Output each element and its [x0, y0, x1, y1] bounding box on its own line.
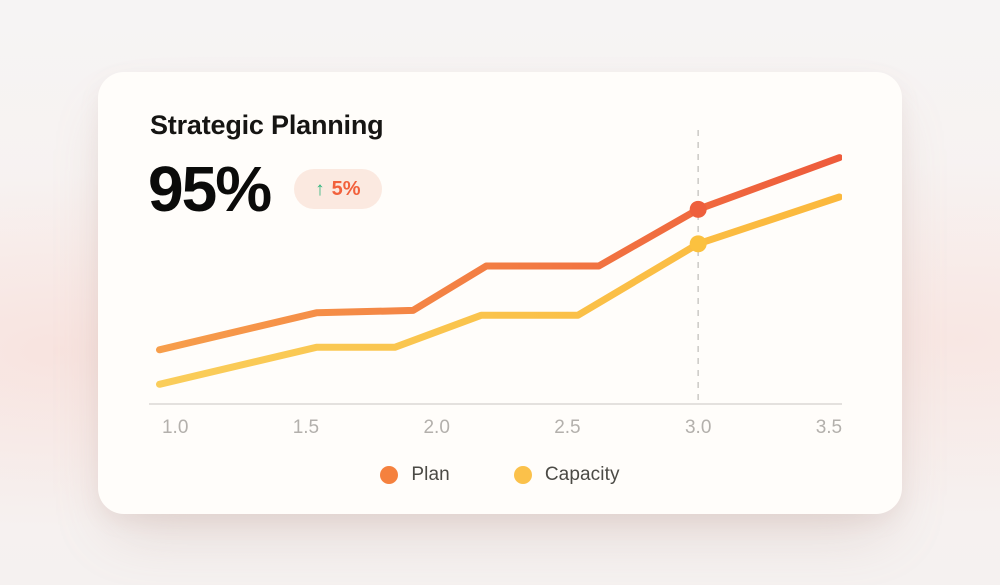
- plan-highlight-dot: [689, 200, 707, 218]
- capacity-series-line: [156, 193, 842, 388]
- legend-label: Capacity: [544, 464, 620, 485]
- page-title: Strategic Planning: [150, 110, 384, 140]
- line-chart-svg[interactable]: 1.0 1.5 2.0 2.5 3.0 3.5: [149, 128, 842, 442]
- capacity-legend-dot-icon: [513, 466, 532, 484]
- trend-badge: ↑ 5%: [294, 169, 382, 209]
- kpi-value: 95%: [148, 153, 272, 225]
- arrow-up-icon: ↑: [315, 178, 325, 200]
- strategic-planning-card: Strategic Planning 95% ↑ 5% 1.0 1.5 2.0 2.5…: [98, 72, 902, 514]
- plan-series-line: [156, 154, 842, 354]
- capacity-highlight-dot: [689, 235, 707, 253]
- x-tick-label: 3.5: [816, 417, 842, 438]
- chart-legend: Plan Capacity: [98, 464, 902, 486]
- x-tick-label: 2.0: [423, 417, 449, 438]
- legend-item-capacity[interactable]: Capacity: [513, 464, 620, 486]
- kpi-row: 95% ↑ 5%: [148, 156, 382, 222]
- x-tick-label: 1.5: [293, 417, 319, 438]
- x-tick-label: 1.0: [162, 417, 188, 438]
- x-tick-label: 2.5: [554, 417, 580, 438]
- trend-delta-value: 5%: [331, 178, 361, 200]
- legend-item-plan[interactable]: Plan: [380, 464, 450, 486]
- line-chart[interactable]: 1.0 1.5 2.0 2.5 3.0 3.5: [149, 128, 842, 442]
- legend-label: Plan: [411, 464, 450, 485]
- x-tick-label: 3.0: [685, 417, 711, 438]
- plan-legend-dot-icon: [380, 466, 399, 484]
